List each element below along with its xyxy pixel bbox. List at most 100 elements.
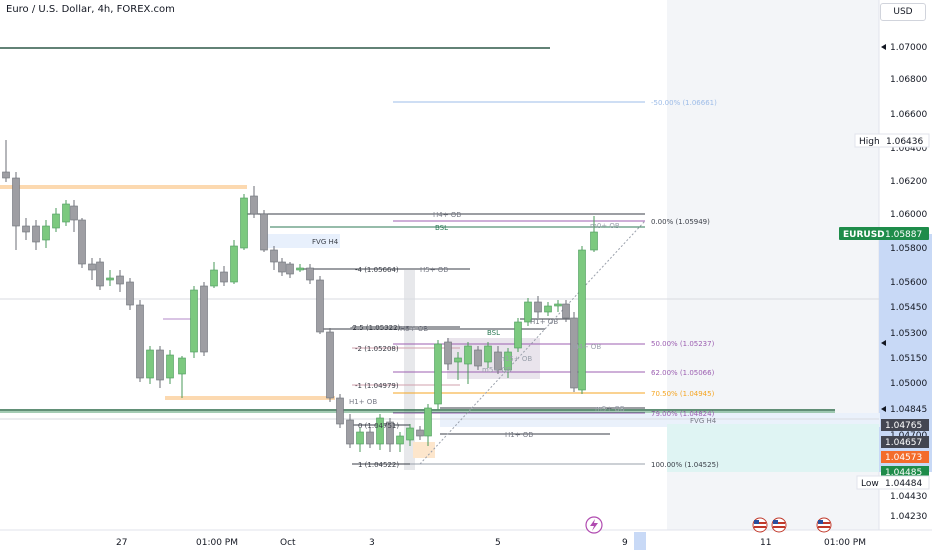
candle-down [534, 301, 542, 313]
fib-62-label: 62.00% (1.05066) [651, 369, 715, 377]
price-marker [881, 406, 886, 412]
candle-up [106, 277, 114, 281]
lightning-event-icon[interactable] [585, 516, 603, 534]
time-tick: 27 [116, 538, 127, 548]
candle-up [590, 231, 598, 251]
price-tick: 1.05600 [890, 278, 927, 288]
candle-up [484, 345, 492, 363]
eurusd-tag-bg [839, 227, 929, 240]
low-tag-bg [856, 475, 930, 490]
candle-up [190, 289, 198, 353]
candle-down [260, 213, 268, 251]
fib-top-label: -50.00% (1.06661) [651, 99, 717, 107]
candle-down [220, 271, 228, 283]
time-tick: 11 [760, 538, 771, 548]
candle-up [52, 213, 60, 229]
candle-up [554, 303, 562, 307]
candle-down [346, 419, 354, 445]
candle-down [78, 219, 86, 265]
price-tick: 1.06400 [890, 144, 927, 154]
candle-up [210, 269, 218, 287]
price-tick: 1.06800 [890, 75, 927, 85]
candle-up [376, 417, 384, 445]
h1-ob-low-label: H1+ OB [505, 431, 533, 439]
candle-down [316, 279, 324, 333]
fvg-h4-left-label: FVG H4 [312, 238, 339, 246]
price-tag-1-text: 1.04765 [885, 421, 922, 431]
high-tag-text: High [859, 137, 880, 147]
candle-up [434, 343, 442, 405]
candle-down [326, 331, 334, 399]
h5-ob-2-label: H5+ OB [400, 325, 428, 333]
price-tick: 1.05800 [890, 244, 927, 254]
discount-zone [165, 396, 335, 400]
candle-down [286, 263, 294, 275]
candle-up [424, 407, 432, 437]
candle-down [250, 195, 258, 215]
candle-down [336, 397, 344, 425]
price-tick: 1.06000 [890, 210, 927, 220]
candle-down [22, 225, 30, 233]
price-tag-1 [881, 419, 929, 431]
bsl-mid-label: BSL [487, 329, 500, 337]
candle-down [386, 421, 394, 445]
us-flag-event-icon[interactable] [816, 517, 832, 533]
fvg-h4-left-box [262, 234, 340, 248]
time-tick: Oct [280, 538, 296, 548]
h4-ob-right-label: H4+ OB [573, 343, 601, 351]
fib-79-label: 79.00% (1.04824) [651, 410, 715, 418]
candle-down [2, 171, 10, 179]
proj-0-label: 0 (1.04751) [358, 422, 399, 430]
candle-up [524, 301, 532, 323]
fib-50-label: 50.00% (1.05237) [651, 340, 715, 348]
candle-down [474, 349, 482, 367]
candle-down [32, 225, 40, 243]
h5-ob-label: H5+ OB [420, 266, 448, 274]
candle-down [126, 281, 134, 306]
price-selection-band [879, 234, 932, 472]
candle-down [278, 261, 286, 273]
us-flag-event-icon[interactable] [771, 517, 787, 533]
h1-ob-mid-label: H1+ OB [530, 318, 558, 326]
h1-ob-left-label: H1+ OB [349, 398, 377, 406]
price-tick: 1.05000 [890, 379, 927, 389]
proj-m25-label: -2.5 (1.05322) [350, 324, 401, 332]
candle-up [504, 351, 512, 371]
price-tick: 1.04845 [890, 405, 927, 415]
eurusd-tag-value: 1.05887 [885, 230, 922, 240]
h4-ob-top-label: H4+ OB [433, 211, 461, 219]
m5-ob-label: m5+ OB [482, 366, 512, 374]
price-tick: 1.06200 [890, 177, 927, 187]
candle-up [454, 357, 462, 363]
low-tag-text: Low [861, 479, 879, 489]
low-tag-value: 1.04484 [885, 479, 922, 489]
time-tick: 5 [495, 538, 501, 548]
eurusd-tag-text: EURUSD [843, 230, 885, 240]
candle-down [12, 177, 20, 227]
us-flag-event-icon[interactable] [752, 517, 768, 533]
candle-up [356, 431, 364, 445]
m5-ob-b-label: m5+ OB [595, 405, 625, 413]
bsl-top-label: BSL [435, 224, 448, 232]
price-tag-2-text: 1.04657 [885, 438, 922, 448]
time-axis[interactable]: 27 01:00 PM Oct 3 5 9 11 01:00 PM [116, 532, 866, 550]
proj-m1-label: -1 (1.04979) [355, 382, 399, 390]
candle-up [544, 305, 552, 313]
price-axis[interactable]: 1.07000 1.06800 1.06600 1.06400 1.06200 … [839, 43, 930, 522]
price-tick: 1.05150 [890, 354, 927, 364]
price-tick: 1.04230 [890, 512, 927, 522]
fib-trendline [419, 220, 646, 465]
price-tick: 1.04430 [890, 492, 927, 502]
candle-down [270, 249, 278, 263]
fib-100-label: 100.00% (1.04525) [651, 461, 719, 469]
candle-down [306, 267, 314, 281]
candle-down [156, 349, 164, 381]
currency-selector[interactable]: USD [880, 3, 926, 21]
candle-up [406, 427, 414, 441]
session-gray-box [404, 270, 415, 470]
price-tick: 1.05300 [890, 329, 927, 339]
small-orange-box [413, 442, 435, 458]
candle-up [240, 197, 248, 249]
price-marker [881, 44, 886, 50]
